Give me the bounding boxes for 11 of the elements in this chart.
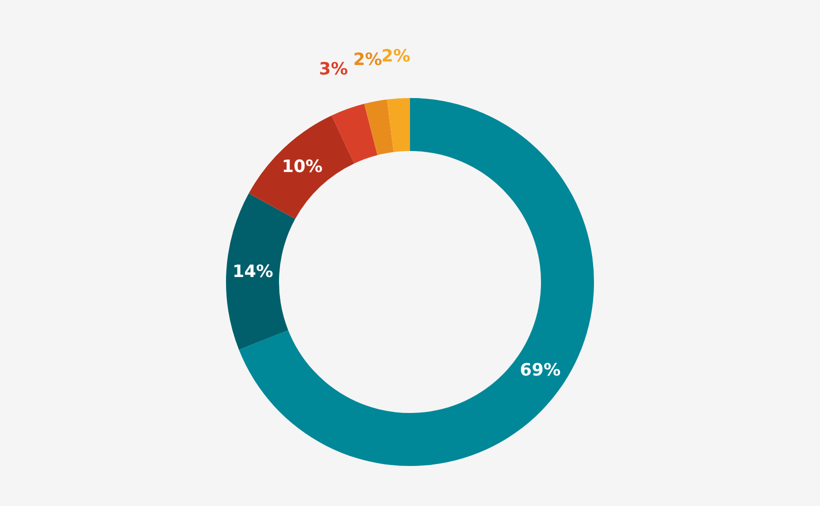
data-label: 2% [381,46,410,66]
donut-slice [386,98,410,152]
donut-slice [248,116,354,219]
data-label: 3% [319,59,348,80]
donut-slice [226,193,296,350]
data-label: 14% [232,262,274,282]
data-label: 69% [520,360,561,381]
data-label: 2% [353,50,382,70]
donut-slice [364,99,394,156]
data-label: 10% [282,157,323,178]
donut-slice [332,104,378,164]
